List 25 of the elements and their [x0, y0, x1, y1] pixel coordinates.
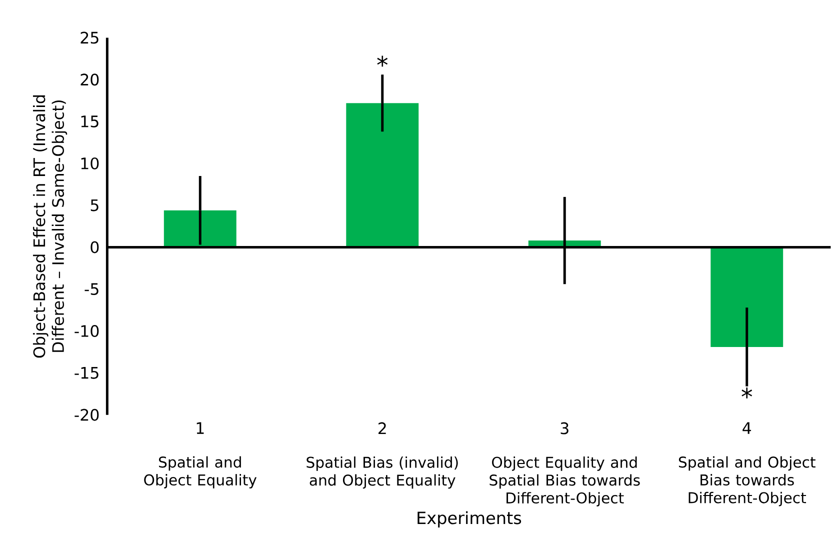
text: Spatial and Object Bias towards Different-Object — [678, 456, 816, 506]
y-tick-label: 15 — [81, 116, 98, 128]
y-tick-label: 25 — [80, 32, 98, 44]
y-tick-label: 20 — [80, 74, 99, 86]
y-axis-title: Object-Based Effect in RT (Invalid Different – Invalid Same-Object) — [33, 96, 68, 358]
x-tick-label: 3 — [560, 422, 568, 434]
text: Object Equality and Spatial Bias towards Different-Object — [490, 456, 640, 506]
bar — [710, 247, 784, 348]
y-tick-label: 0 — [90, 241, 99, 254]
y-tick-label: 10 — [81, 158, 99, 170]
y-tick-label: -20 — [74, 408, 99, 421]
y-tick-label: -5 — [84, 283, 98, 296]
y-tick-label: 5 — [90, 200, 98, 212]
text: Spatial and Object Equality — [144, 456, 257, 488]
x-tick-label: 1 — [196, 422, 204, 434]
data-label: * — [377, 56, 388, 67]
bar — [346, 103, 419, 248]
bar — [164, 210, 236, 248]
y-tick-label: -10 — [74, 325, 99, 338]
data-label: * — [742, 388, 752, 398]
x-tick-label: 4 — [742, 422, 752, 434]
x-axis-title: Experiments — [418, 511, 522, 528]
y-tick-label: -15 — [74, 367, 98, 379]
x-tick-label: 2 — [378, 422, 386, 434]
text: Spatial Bias (invalid) and Object Equality — [306, 456, 458, 489]
